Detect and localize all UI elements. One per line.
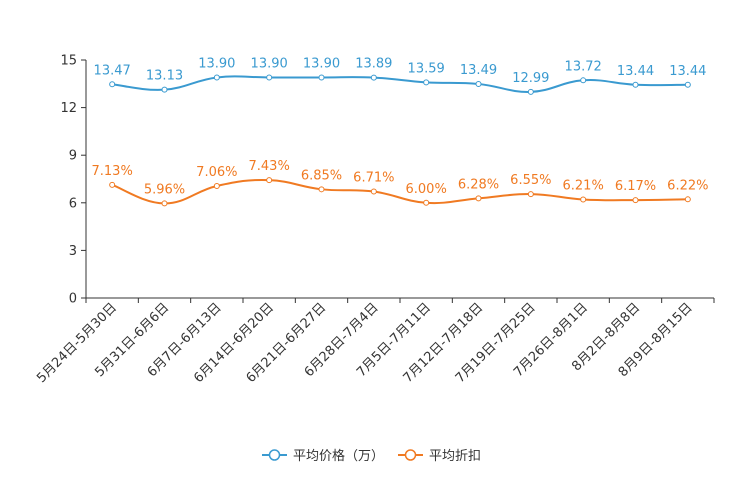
data-point [475, 80, 482, 87]
legend-label: 平均价格（万） [293, 448, 384, 464]
legend-marker [404, 449, 417, 461]
legend-item-2[interactable]: 平均折扣 [398, 449, 481, 464]
data-point [370, 188, 377, 195]
data-label: 6.85% [301, 168, 342, 183]
data-label: 13.13 [146, 69, 183, 84]
data-point [109, 81, 116, 88]
data-point [684, 81, 691, 88]
data-point [370, 74, 377, 81]
data-point [161, 200, 168, 207]
data-point [580, 77, 587, 84]
y-tick-label: 9 [69, 149, 77, 164]
data-point [266, 74, 273, 81]
data-label: 13.44 [669, 64, 706, 79]
y-tick-label: 15 [60, 54, 77, 69]
data-label: 13.90 [198, 56, 235, 71]
y-tick-label: 0 [69, 292, 77, 307]
data-point [632, 81, 639, 88]
data-point [109, 181, 116, 188]
data-point [423, 79, 430, 86]
series-line [111, 178, 688, 205]
data-label: 6.17% [615, 179, 656, 194]
data-point [213, 182, 220, 189]
data-point [423, 199, 430, 206]
data-label: 13.72 [565, 59, 602, 74]
data-label: 13.44 [617, 64, 654, 79]
chart-series: 13.47 13.13 13.90 13.90 13.90 13.89 13.59 13.49… [92, 56, 708, 207]
data-point [527, 88, 534, 95]
data-label: 13.89 [355, 57, 392, 72]
legend-item-1[interactable]: 平均价格（万） [262, 448, 384, 464]
data-point [632, 197, 639, 204]
data-label: 13.59 [408, 61, 445, 76]
data-label: 7.06% [196, 165, 237, 180]
data-label: 6.28% [458, 177, 499, 192]
data-label: 6.22% [667, 178, 708, 193]
data-label: 13.90 [251, 56, 288, 71]
data-label: 6.55% [510, 173, 551, 188]
y-tick-label: 3 [69, 244, 77, 259]
y-tick-label: 12 [60, 101, 77, 116]
series-2: 7.13% 5.96% 7.06% 7.43% 6.85% 6.71% 6.00% 6.28%… [92, 159, 708, 207]
legend-marker [268, 449, 281, 461]
y-tick-label: 6 [69, 196, 77, 211]
data-label: 6.00% [406, 182, 447, 197]
data-point [527, 191, 534, 198]
data-point [684, 196, 691, 203]
data-label: 6.71% [353, 171, 394, 186]
data-point [318, 74, 325, 81]
data-label: 5.96% [144, 182, 185, 197]
data-label: 7.43% [249, 159, 290, 174]
data-label: 12.99 [512, 71, 549, 86]
data-label: 13.90 [303, 56, 340, 71]
chart-legend[interactable]: 平均价格（万） 平均折扣 [262, 448, 481, 464]
data-point [161, 86, 168, 93]
data-label: 13.49 [460, 63, 497, 78]
data-label: 13.47 [94, 63, 131, 78]
series-1: 13.47 13.13 13.90 13.90 13.90 13.89 13.59 13.49… [94, 56, 706, 95]
data-point [475, 195, 482, 202]
data-label: 7.13% [92, 164, 133, 179]
chart-axes: 036912155月24日-5月30日5月31日-6月6日6月7日-6月13日6… [34, 54, 715, 386]
data-point [318, 186, 325, 193]
series-line [112, 75, 688, 93]
data-label: 6.21% [563, 178, 604, 193]
data-point [266, 177, 273, 184]
data-point [580, 196, 587, 203]
data-point [213, 74, 220, 81]
legend-label: 平均折扣 [429, 449, 481, 464]
